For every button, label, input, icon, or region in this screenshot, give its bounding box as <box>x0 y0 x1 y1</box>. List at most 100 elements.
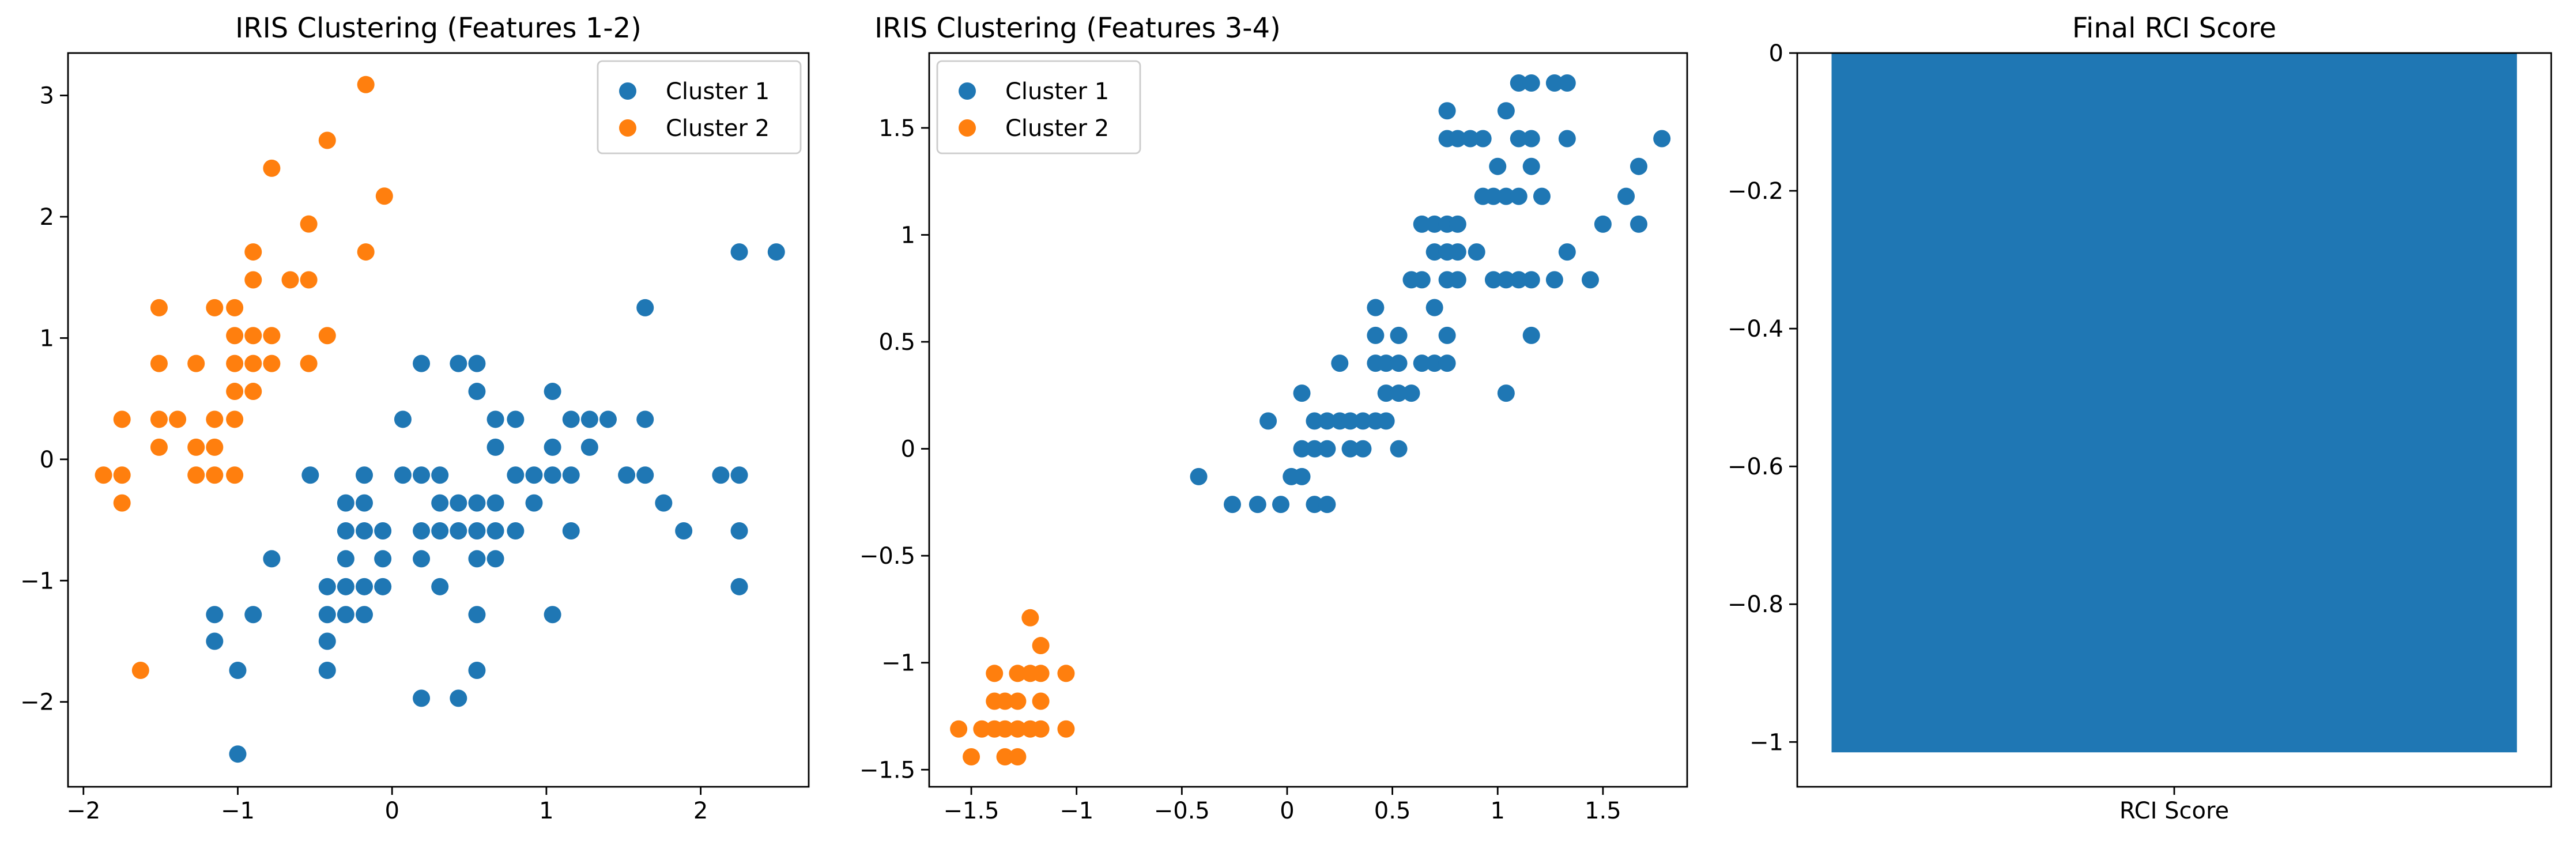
data-point-cluster-1 <box>468 606 486 624</box>
data-point-cluster-1 <box>730 522 748 540</box>
chart-title: Final RCI Score <box>2072 12 2276 44</box>
plot-frame <box>1796 52 2552 788</box>
data-point-cluster-1 <box>1293 440 1311 458</box>
data-point-cluster-1 <box>1522 326 1540 344</box>
x-tick-label: 0.5 <box>1374 798 1411 824</box>
data-point-cluster-1 <box>1367 299 1385 316</box>
data-point-cluster-1 <box>431 466 449 484</box>
data-point-cluster-2 <box>1032 665 1050 682</box>
data-point-cluster-1 <box>337 522 354 540</box>
data-point-cluster-2 <box>95 466 112 484</box>
data-point-cluster-1 <box>1558 130 1576 148</box>
legend-marker <box>619 119 636 137</box>
data-point-cluster-2 <box>206 410 224 428</box>
data-point-cluster-2 <box>150 354 168 372</box>
data-point-cluster-1 <box>486 550 504 568</box>
data-point-cluster-1 <box>468 354 486 372</box>
data-point-cluster-1 <box>318 606 336 624</box>
data-point-cluster-1 <box>413 689 431 707</box>
y-tick-label: 1 <box>901 222 915 248</box>
chart-title: IRIS Clustering (Features 1-2) <box>235 12 642 44</box>
data-point-cluster-1 <box>562 522 580 540</box>
data-point-cluster-2 <box>1009 720 1027 738</box>
data-point-cluster-2 <box>375 187 393 205</box>
y-tick-label: 0 <box>901 436 915 463</box>
bars <box>1831 53 2517 753</box>
data-point-cluster-1 <box>1438 354 1456 372</box>
data-point-cluster-1 <box>1425 215 1443 233</box>
data-point-cluster-1 <box>1306 496 1323 514</box>
data-point-cluster-1 <box>1653 130 1671 148</box>
legend-label: Cluster 1 <box>666 78 770 105</box>
data-point-cluster-1 <box>1367 326 1385 344</box>
data-point-cluster-1 <box>1630 215 1647 233</box>
data-point-cluster-1 <box>636 410 654 428</box>
data-point-cluster-1 <box>1489 157 1507 175</box>
data-point-cluster-1 <box>1390 354 1408 372</box>
data-point-cluster-1 <box>1533 187 1551 205</box>
data-point-cluster-2 <box>1009 692 1027 710</box>
data-point-cluster-2 <box>131 662 149 680</box>
data-point-cluster-1 <box>767 243 785 261</box>
plot-frame <box>67 52 810 788</box>
data-point-cluster-1 <box>1390 440 1408 458</box>
data-point-cluster-1 <box>1449 130 1466 148</box>
y-tick-label: −2 <box>20 689 54 716</box>
y-axis-ticks: −1.5 −1 −0.5 0 0.5 1 1.5 <box>859 115 929 783</box>
y-tick-label: 3 <box>40 83 54 110</box>
data-point-cluster-2 <box>150 410 168 428</box>
data-point-cluster-1 <box>301 466 319 484</box>
data-point-cluster-1 <box>337 606 354 624</box>
data-point-cluster-2 <box>1057 665 1075 682</box>
data-point-cluster-1 <box>1558 74 1576 92</box>
data-point-cluster-1 <box>1461 130 1479 148</box>
data-point-cluster-1 <box>525 494 543 512</box>
data-point-cluster-2 <box>244 271 262 289</box>
data-point-cluster-1 <box>337 578 354 595</box>
data-point-cluster-1 <box>544 383 561 401</box>
data-point-cluster-2 <box>1009 748 1027 766</box>
panel-features-3-4: IRIS Clustering (Features 3-4) −1.5 −1 −0.… <box>859 12 1688 824</box>
data-point-cluster-2 <box>187 438 205 456</box>
data-point-cluster-2 <box>1032 637 1050 655</box>
data-point-cluster-2 <box>206 438 224 456</box>
data-point-cluster-1 <box>636 466 654 484</box>
legend-label: Cluster 2 <box>666 115 770 142</box>
data-point-cluster-1 <box>1510 187 1528 205</box>
y-tick-label: −0.4 <box>1728 316 1783 342</box>
legend-label: Cluster 2 <box>1005 115 1109 142</box>
legend-marker <box>959 82 976 100</box>
x-axis-ticks: RCI Score <box>2119 787 2229 824</box>
data-point-cluster-1 <box>468 383 486 401</box>
data-point-cluster-1 <box>1190 467 1208 485</box>
data-point-cluster-1 <box>1306 412 1323 430</box>
scatter-points <box>95 76 785 763</box>
data-point-cluster-1 <box>1341 412 1359 430</box>
data-point-cluster-1 <box>544 466 561 484</box>
data-point-cluster-2 <box>244 327 262 345</box>
data-point-cluster-1 <box>229 662 247 680</box>
data-point-cluster-2 <box>950 720 968 738</box>
data-point-cluster-1 <box>1272 496 1290 514</box>
data-point-cluster-1 <box>1413 354 1431 372</box>
data-point-cluster-1 <box>655 494 673 512</box>
data-point-cluster-2 <box>318 131 336 149</box>
legend-label: Cluster 1 <box>1005 78 1109 105</box>
data-point-cluster-1 <box>1402 384 1420 402</box>
data-point-cluster-2 <box>113 410 131 428</box>
data-point-cluster-1 <box>1558 243 1576 261</box>
data-point-cluster-2 <box>263 327 281 345</box>
data-point-cluster-1 <box>544 606 561 624</box>
legend: Cluster 1 Cluster 2 <box>597 60 802 154</box>
data-point-cluster-2 <box>973 720 991 738</box>
data-point-cluster-2 <box>263 159 281 177</box>
x-tick-label: 1.5 <box>1585 798 1621 824</box>
data-point-cluster-1 <box>450 689 467 707</box>
data-point-cluster-1 <box>450 494 467 512</box>
data-point-cluster-2 <box>996 692 1014 710</box>
x-tick-label: −1.5 <box>943 798 999 824</box>
data-point-cluster-1 <box>562 410 580 428</box>
x-tick-label: 2 <box>693 798 708 824</box>
x-tick-label: −1 <box>221 798 255 824</box>
data-point-cluster-2 <box>1009 665 1027 682</box>
